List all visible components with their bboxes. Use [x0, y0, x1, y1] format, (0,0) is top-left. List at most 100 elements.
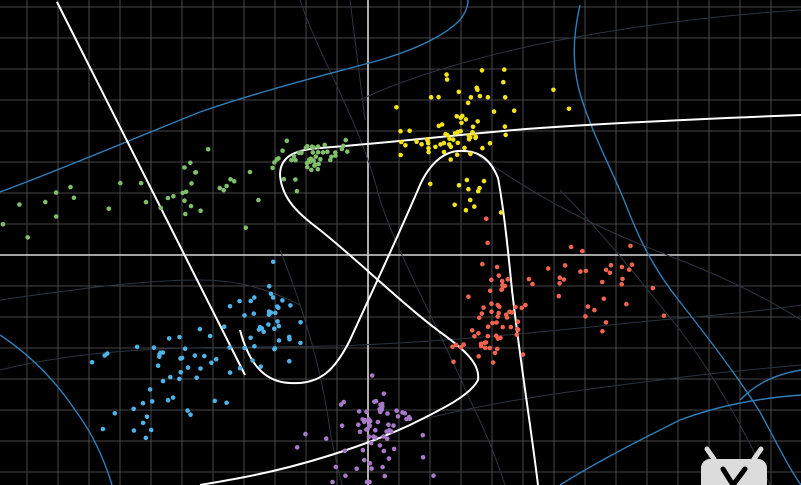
data-point [478, 343, 484, 349]
data-point [112, 411, 118, 416]
data-point [272, 326, 277, 332]
data-point [377, 406, 382, 412]
data-point [373, 427, 378, 433]
data-point [17, 202, 22, 207]
data-point [431, 473, 436, 479]
data-point [470, 124, 476, 130]
data-point [369, 466, 374, 471]
data-point [367, 422, 372, 428]
data-point [520, 352, 526, 357]
data-point [502, 124, 508, 129]
data-point [391, 446, 397, 452]
data-point [481, 178, 487, 184]
data-point [316, 161, 322, 167]
data-point [276, 156, 281, 161]
data-point [381, 448, 387, 454]
data-point [380, 464, 385, 470]
data-point [389, 429, 394, 434]
data-point [188, 412, 193, 418]
data-point [485, 333, 491, 339]
data-point [289, 157, 294, 163]
data-point [342, 448, 348, 454]
data-point [395, 414, 401, 419]
data-point [472, 334, 477, 339]
data-point [286, 334, 292, 340]
data-point [599, 279, 605, 285]
data-point [404, 416, 409, 422]
data-point [515, 326, 520, 332]
data-point [257, 324, 263, 330]
blue-cluster [89, 259, 303, 441]
data-point [603, 320, 609, 325]
road-line [279, 249, 343, 485]
data-point [462, 145, 467, 151]
data-point [428, 94, 434, 100]
data-point [198, 208, 203, 213]
data-point [227, 303, 233, 309]
road-line [359, 9, 801, 101]
data-point [148, 427, 154, 433]
road-line [419, 364, 801, 421]
data-point [312, 163, 317, 168]
data-point [624, 301, 629, 307]
data-point [402, 411, 408, 416]
data-point [394, 105, 399, 110]
data-point [447, 136, 452, 141]
data-point [182, 165, 187, 170]
data-point [367, 419, 373, 424]
data-point [160, 378, 166, 384]
data-point [568, 244, 574, 250]
data-point [509, 310, 515, 315]
road-line [299, 0, 506, 485]
data-point [526, 276, 532, 282]
data-point [188, 203, 194, 209]
data-point [231, 179, 237, 184]
data-point [105, 351, 110, 356]
river [739, 369, 801, 401]
data-point [497, 304, 502, 310]
data-point [511, 108, 517, 113]
data-point [266, 322, 271, 327]
data-point [626, 267, 632, 273]
data-point [170, 395, 176, 400]
data-point [504, 315, 510, 320]
data-point [386, 422, 391, 428]
data-point [315, 166, 321, 172]
data-point [481, 305, 486, 310]
data-point [68, 184, 73, 190]
data-point [106, 206, 112, 211]
data-point [309, 144, 315, 149]
data-point [479, 311, 485, 316]
data-point [224, 400, 229, 406]
data-point [280, 298, 285, 303]
data-point [270, 295, 276, 300]
data-point [468, 95, 474, 100]
tv-logo-icon [701, 446, 767, 485]
data-point [338, 402, 344, 407]
data-point [499, 287, 505, 292]
data-point [361, 457, 367, 463]
yellow-cluster [394, 67, 572, 215]
data-point [502, 67, 507, 72]
data-point [221, 324, 227, 330]
data-point [356, 422, 361, 428]
data-point [333, 153, 338, 158]
data-point [468, 151, 473, 157]
data-point [551, 87, 556, 93]
data-point [315, 144, 321, 149]
data-point [367, 461, 373, 466]
data-point [309, 167, 314, 173]
data-point [118, 180, 123, 186]
data-point [247, 169, 253, 175]
data-point [227, 345, 232, 350]
road-line [349, 0, 366, 121]
data-point [477, 185, 482, 191]
data-point [433, 144, 438, 150]
data-point [444, 72, 449, 77]
data-point [179, 355, 185, 361]
data-point [454, 152, 460, 157]
data-point [242, 313, 247, 318]
data-point [502, 95, 508, 100]
data-point [580, 248, 585, 254]
